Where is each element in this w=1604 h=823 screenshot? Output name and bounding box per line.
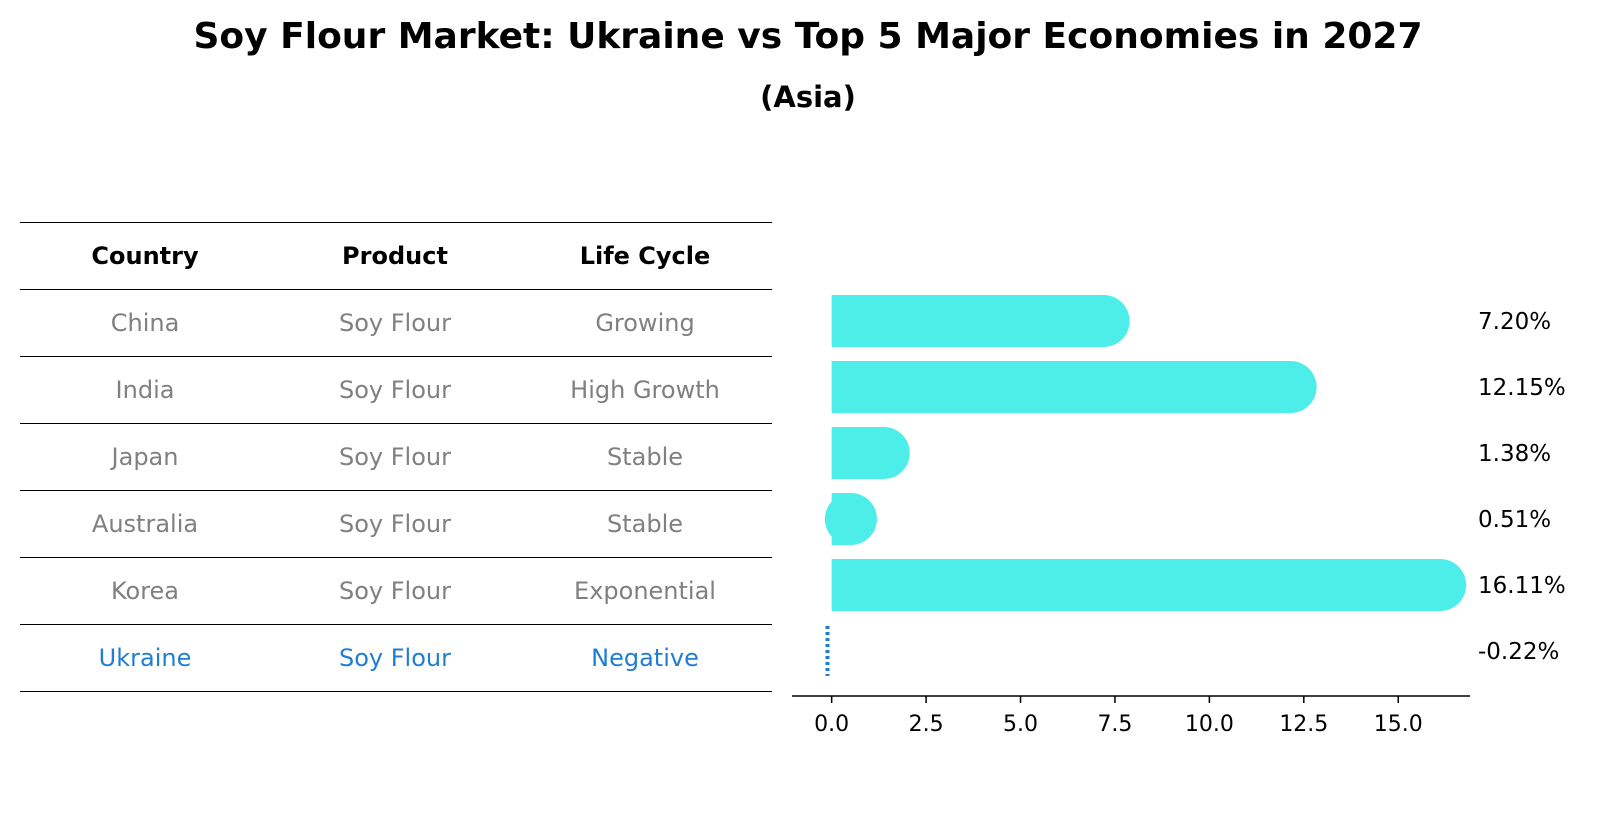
- cell-country: Japan: [111, 443, 179, 471]
- bar-china: [831, 295, 1104, 347]
- table-row-highlight: Ukraine Soy Flour Negative: [20, 624, 772, 692]
- chart-subtitle: (Asia): [760, 80, 856, 114]
- table-header-row: Country Product Life Cycle: [20, 222, 772, 289]
- table-row: Australia Soy Flour Stable: [20, 490, 772, 557]
- value-label-korea: 16.11%: [1478, 573, 1566, 599]
- table-row: China Soy Flour Growing: [20, 289, 772, 356]
- cell-life-cycle: High Growth: [570, 376, 720, 404]
- cell-product: Soy Flour: [339, 443, 451, 471]
- table-row: India Soy Flour High Growth: [20, 356, 772, 423]
- cell-country: China: [110, 309, 180, 337]
- cell-product: Soy Flour: [339, 309, 451, 337]
- bar-cap-australia: [824, 493, 877, 545]
- x-tick-label: 12.5: [1279, 712, 1328, 737]
- bar-cap-korea: [1414, 559, 1467, 611]
- cell-product: Soy Flour: [339, 644, 451, 672]
- cell-life-cycle: Growing: [595, 309, 695, 337]
- value-label-australia: 0.51%: [1478, 507, 1551, 533]
- bar-cap-japan: [857, 427, 910, 479]
- bar-cap-india: [1264, 361, 1317, 413]
- cell-product: Soy Flour: [339, 577, 451, 605]
- cell-country: Korea: [110, 577, 180, 605]
- header-life-cycle: Life Cycle: [579, 242, 711, 270]
- value-label-ukraine: -0.22%: [1478, 639, 1559, 665]
- value-label-india: 12.15%: [1478, 375, 1566, 401]
- bar-india: [831, 361, 1291, 413]
- cell-country: Australia: [91, 510, 199, 538]
- cell-country: Ukraine: [98, 644, 192, 672]
- x-tick-label: 5.0: [1003, 712, 1038, 737]
- header-product: Product: [342, 242, 448, 270]
- cell-life-cycle: Negative: [591, 644, 699, 672]
- cell-life-cycle: Stable: [606, 443, 684, 471]
- bar-korea: [831, 559, 1441, 611]
- market-table: Country Product Life Cycle China Soy Flo…: [20, 222, 772, 692]
- x-tick-label: 10.0: [1185, 712, 1234, 737]
- value-label-china: 7.20%: [1478, 309, 1551, 335]
- header-country: Country: [91, 242, 199, 270]
- value-label-japan: 1.38%: [1478, 441, 1551, 467]
- bar-cap-china: [1077, 295, 1130, 347]
- chart-title: Soy Flour Market: Ukraine vs Top 5 Major…: [193, 16, 1423, 57]
- cell-life-cycle: Stable: [606, 510, 684, 538]
- x-tick-label: 7.5: [1097, 712, 1132, 737]
- cell-product: Soy Flour: [339, 376, 451, 404]
- table-row: Japan Soy Flour Stable: [20, 423, 772, 490]
- table-row: Korea Soy Flour Exponential: [20, 557, 772, 624]
- x-tick-label: 2.5: [909, 712, 944, 737]
- cell-product: Soy Flour: [339, 510, 451, 538]
- cell-country: India: [115, 376, 175, 404]
- cell-life-cycle: Exponential: [574, 577, 716, 605]
- x-tick-label: 15.0: [1374, 712, 1423, 737]
- x-tick-label: 0.0: [814, 712, 849, 737]
